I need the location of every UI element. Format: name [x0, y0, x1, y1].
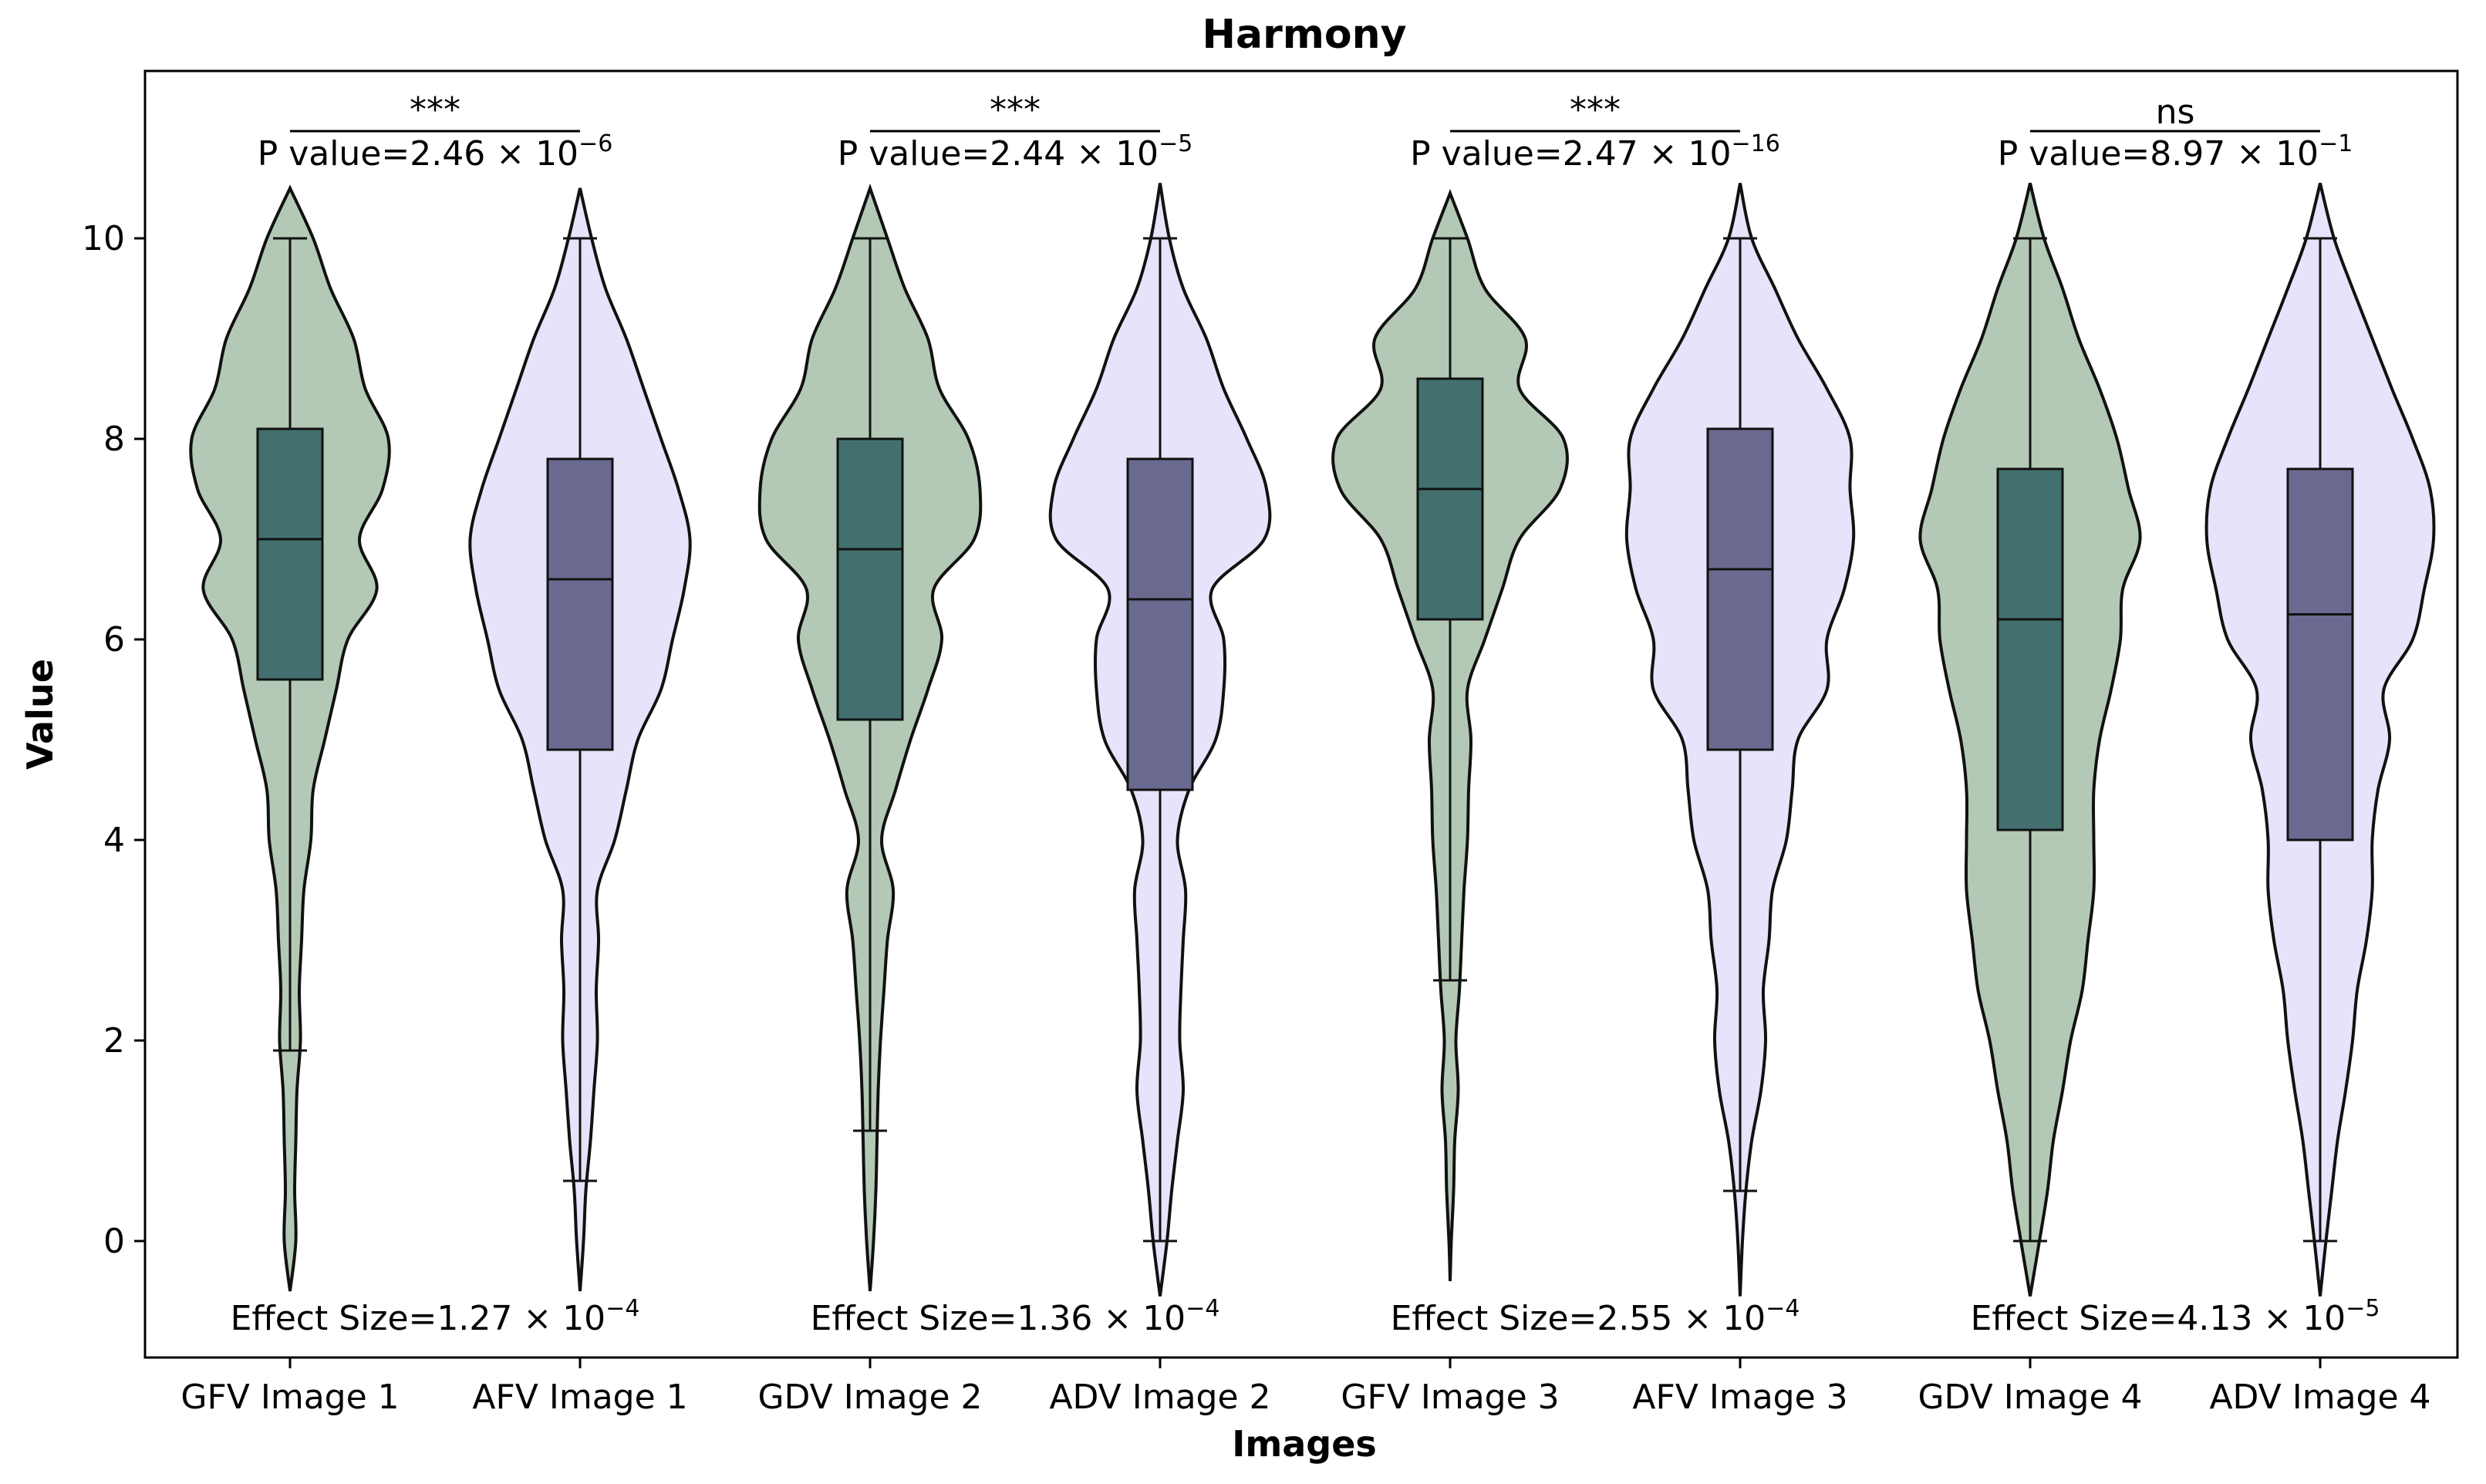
x-axis: GFV Image 1 AFV Image 1 GDV Image 2 ADV Ima… — [180, 1358, 2431, 1417]
p-value-label: P value=2.46 × 10−6 — [258, 130, 613, 174]
significance-stars: *** — [410, 90, 460, 130]
chart-title: Harmony — [1202, 12, 1406, 58]
box-iqr — [1416, 377, 1484, 621]
y-tick-label: 10 — [82, 219, 125, 258]
significance-stars: *** — [1570, 90, 1621, 130]
p-value-label: P value=2.44 × 10−5 — [838, 130, 1193, 174]
box-iqr — [1706, 427, 1774, 751]
x-tick-label: GFV Image 3 — [1341, 1378, 1559, 1417]
violins-layer — [189, 183, 2436, 1297]
box-iqr — [546, 457, 614, 751]
plot-frame — [143, 69, 2459, 1359]
y-tick-label: 6 — [103, 620, 125, 659]
x-tick-label: AFV Image 3 — [1632, 1378, 1847, 1417]
p-value-label: P value=8.97 × 10−1 — [1998, 130, 2353, 174]
p-value-label: P value=2.47 × 10−16 — [1410, 130, 1780, 174]
y-axis: 0 2 4 6 8 10 — [82, 219, 145, 1261]
box-iqr — [836, 437, 904, 721]
y-tick-label: 0 — [103, 1222, 125, 1261]
x-axis-label: Images — [1232, 1423, 1377, 1465]
y-tick-label: 4 — [103, 821, 125, 860]
effect-size-label: Effect Size=2.55 × 10−4 — [1391, 1295, 1800, 1338]
x-tick-label: GFV Image 1 — [180, 1378, 399, 1417]
x-tick-label: ADV Image 2 — [1049, 1378, 1270, 1417]
box-iqr — [256, 427, 324, 681]
y-axis-label: Value — [19, 659, 61, 770]
y-tick-label: 8 — [103, 420, 125, 459]
x-tick-label: GDV Image 2 — [757, 1378, 982, 1417]
effect-size-label: Effect Size=1.27 × 10−4 — [231, 1295, 640, 1338]
x-tick-label: AFV Image 1 — [472, 1378, 687, 1417]
effect-size-label: Effect Size=1.36 × 10−4 — [811, 1295, 1220, 1338]
effect-size-label: Effect Size=4.13 × 10−5 — [1971, 1295, 2380, 1338]
significance-stars: *** — [990, 90, 1041, 130]
box-iqr — [1126, 457, 1194, 791]
box-iqr — [2286, 467, 2354, 841]
box-iqr — [1996, 467, 2064, 831]
significance-stars: ns — [2156, 93, 2195, 132]
x-tick-label: ADV Image 4 — [2209, 1378, 2430, 1417]
y-tick-label: 2 — [103, 1021, 125, 1061]
x-tick-label: GDV Image 4 — [1918, 1378, 2142, 1417]
